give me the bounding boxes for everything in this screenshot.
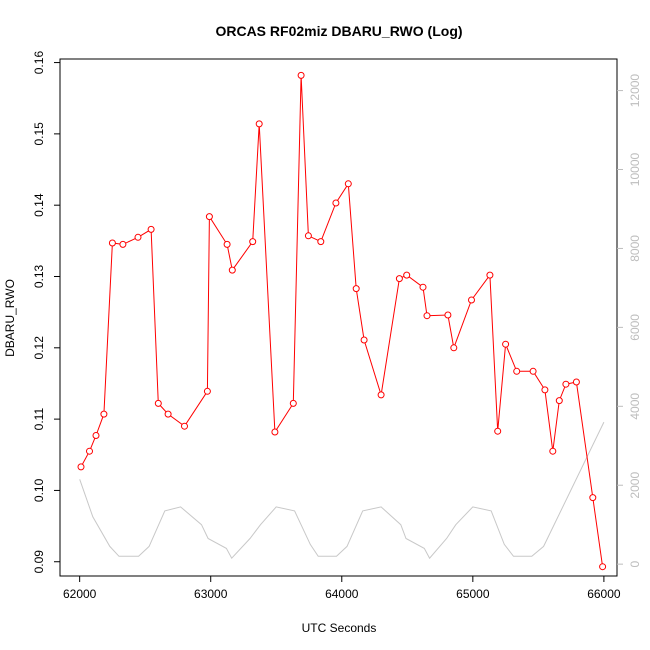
series-layer [77, 71, 607, 571]
x-tick-label: 62000 [63, 587, 97, 601]
y-axis-label: DBARU_RWO [3, 279, 17, 357]
data-point [289, 399, 297, 407]
data-point [203, 387, 211, 395]
y-axis-left: 0.09 0.10 0.11 0.12 0.13 0.14 0.15 0.16 [32, 51, 60, 574]
y-tick-label: 0.10 [32, 478, 46, 502]
data-point [444, 311, 452, 319]
data-point [423, 312, 431, 320]
data-point [154, 399, 162, 407]
data-point [344, 180, 352, 188]
data-point [352, 285, 360, 293]
data-point [205, 213, 213, 221]
x-tick-label: 65000 [456, 587, 490, 601]
data-point [468, 296, 475, 304]
data-point [572, 378, 580, 386]
data-point [134, 233, 142, 241]
data-point [86, 447, 93, 455]
x-tick-label: 64000 [325, 587, 359, 601]
data-point [494, 427, 502, 435]
y2-tick-label: 4000 [628, 393, 642, 420]
data-point [377, 391, 385, 399]
secondary-series-line [79, 421, 605, 560]
data-point [297, 71, 305, 79]
data-point [119, 240, 127, 248]
y-tick-label: 0.09 [32, 550, 46, 574]
y-tick-label: 0.16 [32, 51, 46, 75]
data-point [555, 397, 563, 405]
data-point [403, 271, 411, 279]
data-point [92, 432, 100, 439]
y2-tick-label: 8000 [628, 235, 642, 262]
data-point [304, 232, 312, 240]
chart-title: ORCAS RF02miz DBARU_RWO (Log) [215, 23, 462, 39]
data-point [486, 271, 494, 279]
x-tick-label: 66000 [587, 587, 621, 601]
data-point [249, 238, 257, 246]
data-point [360, 336, 368, 344]
data-point [100, 410, 108, 418]
y-axis-right: 0 2000 4000 6000 8000 10000 12000 [617, 74, 642, 568]
x-axis-label: UTC Seconds [302, 621, 377, 635]
data-point [164, 410, 172, 418]
plot-area-frame [59, 58, 618, 577]
data-point [450, 344, 458, 352]
data-point [223, 240, 231, 248]
data-point [77, 463, 85, 471]
y2-tick-label: 0 [628, 561, 642, 568]
y-tick-label: 0.13 [32, 264, 46, 288]
data-point [147, 225, 155, 233]
data-point [599, 563, 607, 571]
x-tick-label: 63000 [194, 587, 228, 601]
y2-tick-label: 2000 [628, 472, 642, 499]
data-point [513, 367, 521, 375]
data-point [332, 199, 340, 207]
data-point [108, 239, 116, 247]
data-point [502, 340, 510, 348]
data-point [589, 494, 597, 502]
data-point [562, 380, 570, 388]
data-point [541, 386, 549, 394]
data-point [419, 283, 427, 291]
x-axis: 62000 63000 64000 65000 66000 [63, 576, 621, 601]
data-point [529, 367, 537, 375]
data-point [549, 447, 557, 455]
y2-tick-label: 6000 [628, 314, 642, 341]
data-point [271, 428, 279, 436]
y2-tick-label: 10000 [628, 152, 642, 186]
y-tick-label: 0.14 [32, 193, 46, 217]
y-tick-label: 0.12 [32, 336, 46, 360]
data-point [181, 422, 188, 430]
data-point [228, 266, 236, 274]
data-point [255, 120, 263, 128]
data-point [317, 238, 325, 246]
data-point [395, 275, 403, 283]
y-tick-label: 0.11 [32, 408, 46, 431]
y-tick-label: 0.15 [32, 122, 46, 146]
y2-tick-label: 12000 [628, 74, 642, 108]
primary-series-line [80, 75, 604, 567]
